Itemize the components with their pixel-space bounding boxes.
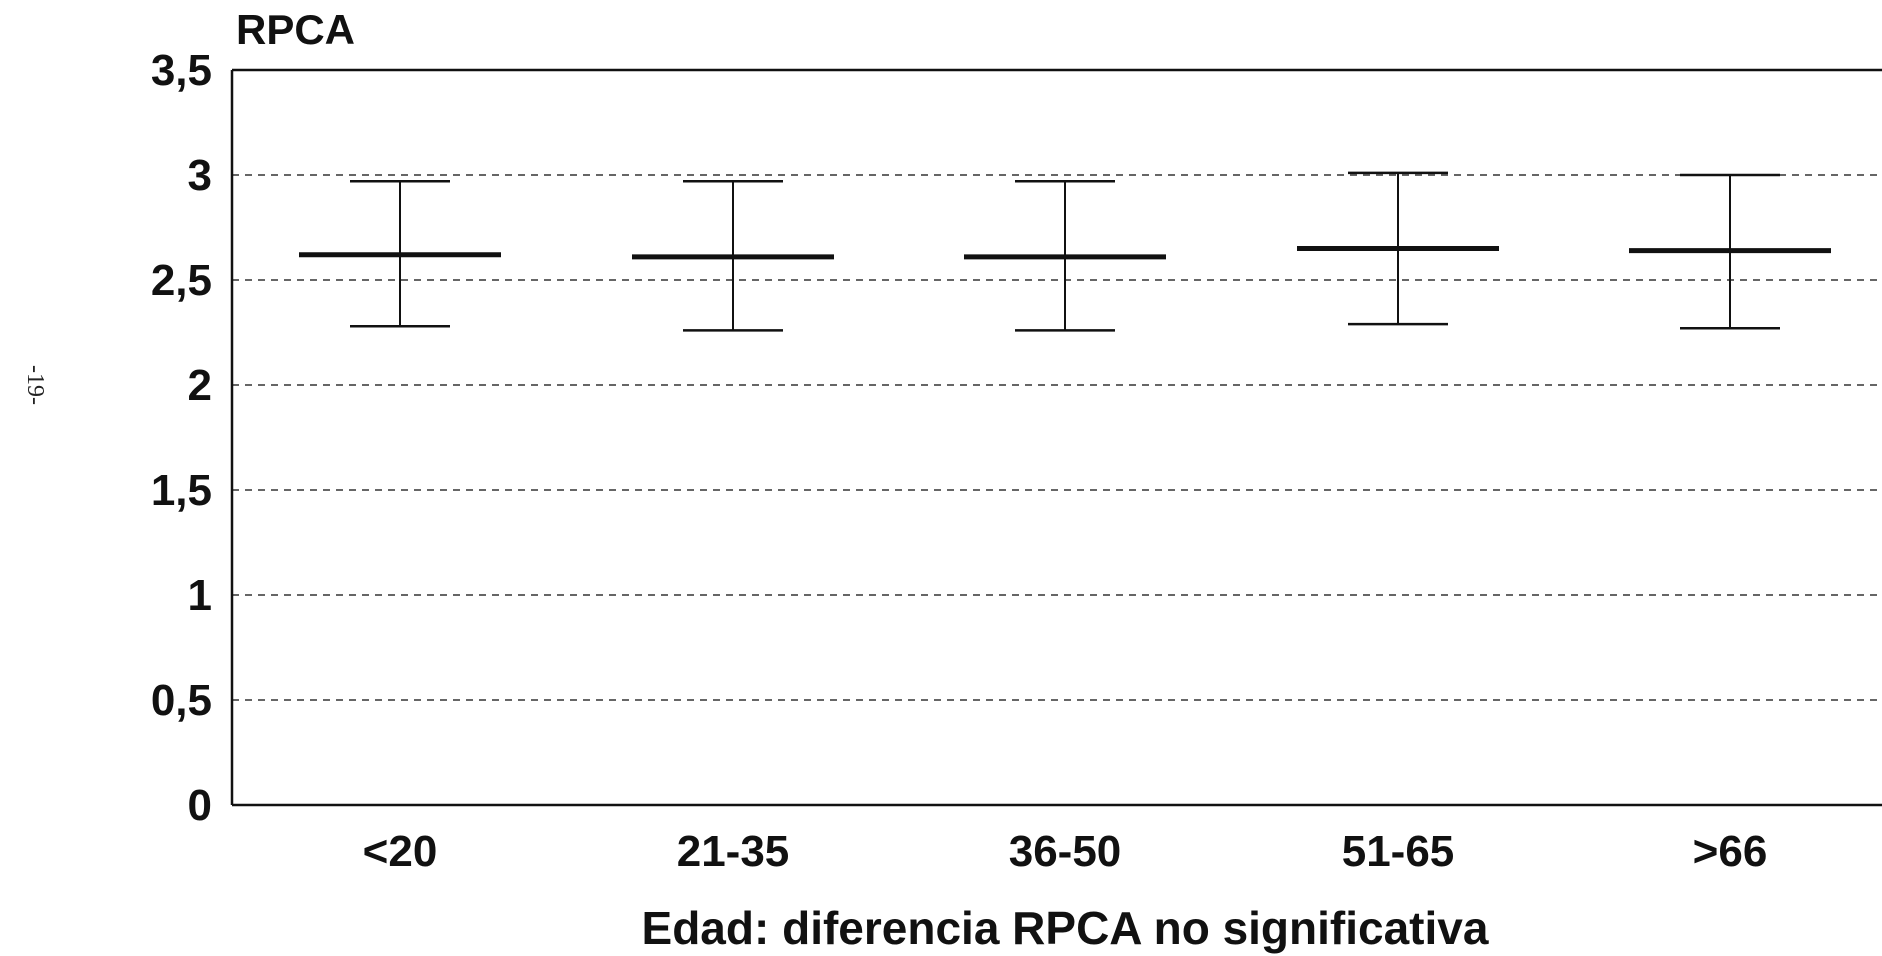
y-tick-label-5: 2,5 (151, 256, 212, 305)
error-bar-4 (1629, 173, 1831, 330)
y-tick-label-6: 3 (188, 151, 212, 200)
y-tick-label-3: 1,5 (151, 466, 212, 515)
x-tick-label-4: >66 (1693, 827, 1768, 876)
x-tick-label-0: <20 (363, 827, 438, 876)
x-tick-labels: <20 21-35 36-50 51-65 >66 (363, 827, 1768, 876)
y-tick-label-0: 0 (188, 781, 212, 830)
error-bars (299, 171, 1831, 332)
error-bar-3 (1297, 171, 1499, 326)
error-bar-0 (299, 180, 501, 328)
gridlines (232, 69, 1882, 701)
page-margin-number: -19- (22, 365, 48, 405)
y-tick-label-1: 0,5 (151, 676, 212, 725)
y-axis-label: RPCA (236, 6, 355, 53)
y-tick-labels: 0 0,5 1 1,5 2 2,5 3 3,5 (151, 46, 212, 830)
y-tick-label-2: 1 (188, 571, 212, 620)
x-tick-label-3: 51-65 (1342, 827, 1455, 876)
x-tick-label-1: 21-35 (677, 827, 790, 876)
error-bar-1 (632, 180, 834, 332)
axes (230, 68, 1882, 807)
x-axis-label: Edad: diferencia RPCA no significativa (642, 902, 1489, 954)
y-tick-label-7: 3,5 (151, 46, 212, 95)
error-bar-2 (964, 180, 1166, 332)
y-tick-label-4: 2 (188, 361, 212, 410)
x-tick-label-2: 36-50 (1009, 827, 1122, 876)
